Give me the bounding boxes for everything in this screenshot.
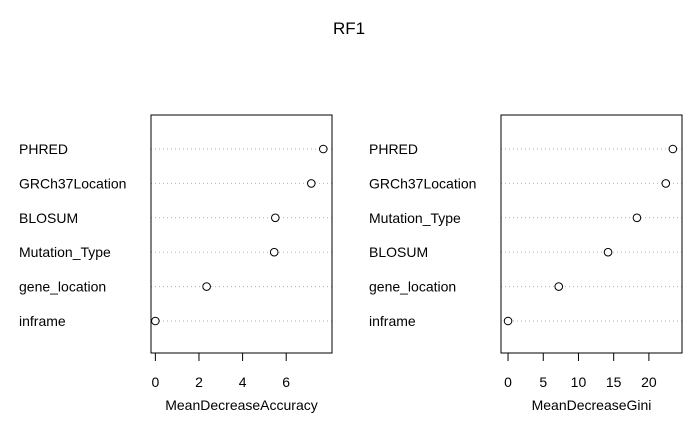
plot-frame xyxy=(150,114,333,354)
x-tick-label: 15 xyxy=(606,374,622,390)
panel-2: PHRED GRCh37Location Mutation_Type BLOSUM ge… xyxy=(369,114,683,413)
plot-frame xyxy=(500,114,683,354)
data-point xyxy=(269,247,279,257)
category-label: BLOSUM xyxy=(19,210,78,226)
chart-title: RF1 xyxy=(333,19,365,38)
data-point xyxy=(271,213,280,223)
data-point xyxy=(151,316,160,326)
data-point xyxy=(668,144,678,154)
x-tick-label: 6 xyxy=(282,374,290,390)
x-tick-label: 2 xyxy=(195,374,203,390)
data-point xyxy=(202,282,211,291)
x-tick-label: 0 xyxy=(151,374,159,390)
category-label: BLOSUM xyxy=(369,244,428,260)
x-tick-label: 10 xyxy=(571,374,587,390)
category-label: GRCh37Location xyxy=(19,175,126,191)
data-point xyxy=(503,316,513,326)
x-axis-title: MeanDecreaseGini xyxy=(532,397,652,413)
category-label: gene_location xyxy=(19,279,106,295)
category-label: Mutation_Type xyxy=(369,210,461,226)
x-tick-label: 20 xyxy=(641,374,657,390)
x-axis-title: MeanDecreaseAccuracy xyxy=(165,397,318,413)
data-point xyxy=(632,213,642,223)
x-tick-label: 0 xyxy=(504,374,512,390)
x-tick-label: 5 xyxy=(539,374,547,390)
data-point xyxy=(603,247,613,257)
category-label: PHRED xyxy=(369,141,418,157)
data-point xyxy=(661,179,671,188)
data-point xyxy=(306,179,316,188)
x-tick-label: 4 xyxy=(239,374,247,390)
panel-1: PHRED GRCh37Location BLOSUM Mutation_Typege… xyxy=(19,114,333,413)
category-label: PHRED xyxy=(19,141,68,157)
category-label: inframe xyxy=(19,313,66,329)
data-point xyxy=(554,282,564,291)
data-point xyxy=(318,144,328,154)
category-label: inframe xyxy=(369,313,416,329)
category-label: GRCh37Location xyxy=(369,175,476,191)
category-label: Mutation_Type xyxy=(19,244,111,260)
category-label: gene_location xyxy=(369,279,456,295)
